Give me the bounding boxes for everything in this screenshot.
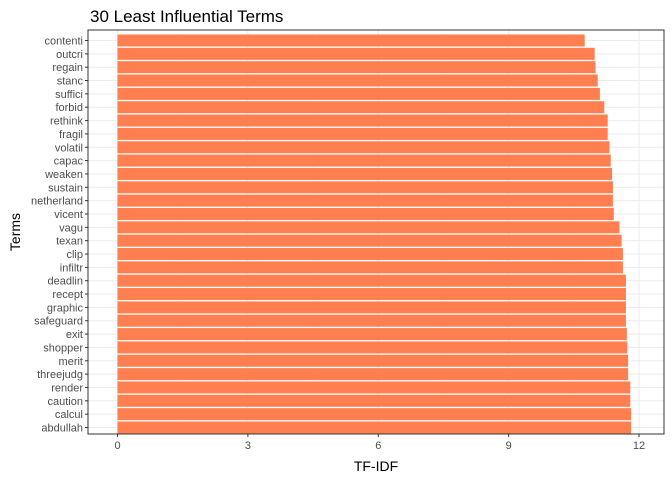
bar-merit xyxy=(117,354,629,367)
y-tick-label: shopper xyxy=(43,342,83,354)
y-axis-title: Terms xyxy=(7,213,23,251)
y-tick-label: render xyxy=(51,382,83,394)
x-tick-label: 3 xyxy=(245,440,251,452)
bar-exit xyxy=(117,328,627,341)
y-tick-label: sustain xyxy=(48,182,83,194)
x-tick-label: 9 xyxy=(506,440,512,452)
bar-contenti xyxy=(117,34,585,47)
y-tick-label: stanc xyxy=(57,76,84,88)
bar-deadlin xyxy=(117,274,626,287)
y-tick-label: netherland xyxy=(31,196,83,208)
x-axis-ticks: 0 3 6 9 12 xyxy=(114,434,645,452)
bar-graphic xyxy=(117,301,626,314)
bar-vagu xyxy=(117,221,620,234)
bar-sustain xyxy=(117,181,613,194)
y-tick-label: vagu xyxy=(59,222,83,234)
y-tick-label: vicent xyxy=(54,209,83,221)
y-tick-label: fragil xyxy=(59,129,83,141)
y-tick-label: deadlin xyxy=(48,276,83,288)
y-tick-label: forbid xyxy=(55,102,83,114)
bars xyxy=(117,34,632,434)
bar-threejudg xyxy=(117,368,629,381)
bar-regain xyxy=(117,61,596,74)
x-axis-title: TF-IDF xyxy=(354,458,398,474)
bar-caution xyxy=(117,394,631,407)
bar-rethink xyxy=(117,114,608,127)
bar-abdullah xyxy=(117,421,632,434)
x-tick-label: 0 xyxy=(114,440,120,452)
bar-forbid xyxy=(117,101,605,114)
y-tick-label: exit xyxy=(66,329,83,341)
y-tick-label: texan xyxy=(56,236,83,248)
bar-outcri xyxy=(117,47,595,60)
plot-frame xyxy=(87,29,665,435)
bar-stanc xyxy=(117,74,598,87)
y-tick-label: clip xyxy=(66,249,83,261)
y-tick-label: weaken xyxy=(44,169,83,181)
bar-volatil xyxy=(117,141,610,154)
y-tick-label: calcul xyxy=(55,409,83,421)
bar-texan xyxy=(117,234,622,247)
y-tick-label: regain xyxy=(52,62,83,74)
y-tick-label: threejudg xyxy=(37,369,83,381)
y-tick-label: graphic xyxy=(47,302,84,314)
bar-clip xyxy=(117,248,623,261)
y-tick-label: volatil xyxy=(55,142,83,154)
bar-render xyxy=(117,381,631,394)
x-tick-label: 12 xyxy=(633,440,645,452)
y-tick-label: abdullah xyxy=(41,423,83,435)
bar-weaken xyxy=(117,167,613,180)
bar-fragil xyxy=(117,127,608,140)
y-tick-label: capac xyxy=(54,156,84,168)
y-tick-label: contenti xyxy=(44,36,83,48)
y-tick-label: recept xyxy=(52,289,83,301)
y-tick-label: outcri xyxy=(56,49,83,61)
bar-infiltr xyxy=(117,261,623,274)
bar-suffici xyxy=(117,87,600,100)
bar-recept xyxy=(117,288,626,301)
y-tick-label: safeguard xyxy=(34,316,83,328)
x-tick-label: 6 xyxy=(375,440,381,452)
bar-calcul xyxy=(117,408,632,421)
y-tick-label: suffici xyxy=(55,89,83,101)
bar-capac xyxy=(117,154,611,167)
y-tick-label: rethink xyxy=(50,116,84,128)
y-tick-label: merit xyxy=(59,356,83,368)
chart-title: 30 Least Influential Terms xyxy=(90,7,283,26)
y-tick-label: infiltr xyxy=(60,262,84,274)
bar-safeguard xyxy=(117,314,626,327)
bar-shopper xyxy=(117,341,628,354)
bar-vicent xyxy=(117,207,614,220)
y-tick-label: caution xyxy=(48,396,83,408)
bar-netherland xyxy=(117,194,613,207)
